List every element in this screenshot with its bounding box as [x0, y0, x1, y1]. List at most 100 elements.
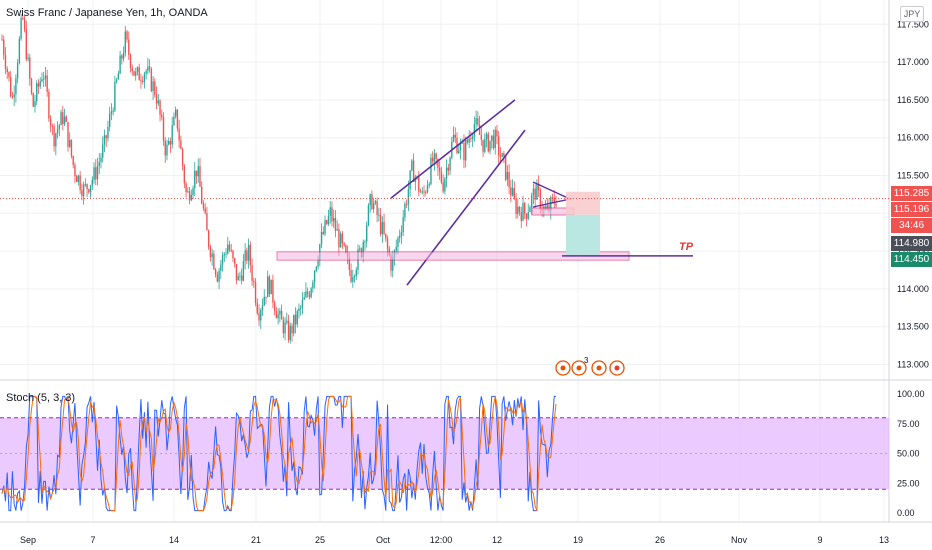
time-axis-label: 12 [492, 535, 502, 545]
candle-body [334, 218, 337, 231]
candle-body [372, 203, 375, 210]
candle-body [466, 140, 469, 143]
candle-body [268, 276, 271, 295]
candle-body [282, 319, 285, 334]
candle-body [511, 188, 514, 196]
stoch-axis-label: 100.00 [897, 389, 925, 399]
candle-body [518, 206, 521, 212]
candle-body [499, 155, 502, 157]
candle-body [313, 270, 316, 283]
candle-body [29, 57, 31, 79]
candle-body [230, 250, 232, 252]
candle-body [114, 81, 116, 111]
candle-body [326, 220, 328, 225]
candle-body [240, 275, 243, 281]
candle-body [261, 305, 264, 311]
candle-body [440, 171, 443, 183]
candle-body [433, 153, 436, 162]
candle-body [468, 138, 470, 143]
candle-body [211, 253, 213, 258]
candle-body [199, 166, 201, 187]
candle-body [503, 153, 505, 157]
candle-body [135, 71, 137, 76]
candle-body [124, 31, 127, 54]
candle-body [273, 302, 276, 312]
candle-body [508, 172, 510, 188]
candle-body [202, 203, 205, 209]
candle-body [339, 233, 342, 248]
candle-body [44, 75, 47, 79]
candle-body [242, 261, 245, 281]
candle-body [129, 54, 132, 69]
candle-body [254, 282, 257, 303]
candle-body [74, 165, 76, 177]
chart-title: Swiss Franc / Japanese Yen, 1h, OANDA [6, 7, 208, 19]
candle-body [169, 141, 172, 145]
candle-body [529, 207, 531, 213]
candle-body [501, 153, 503, 157]
candle-body [70, 139, 73, 156]
candle-body [27, 57, 29, 60]
candle-body [475, 118, 477, 125]
candle-body [272, 279, 274, 303]
candle-body [161, 114, 163, 118]
candle-body [60, 112, 62, 126]
candle-body [56, 129, 59, 134]
candle-body [445, 167, 448, 179]
candle-body [452, 134, 455, 142]
time-axis-label: 25 [315, 535, 325, 545]
candle-body [98, 161, 100, 167]
candle-body [63, 116, 66, 125]
candle-body [37, 83, 40, 87]
price-axis-label: 116.500 [897, 95, 929, 105]
candle-body [34, 101, 36, 107]
candle-body [148, 66, 151, 70]
candle-body [79, 175, 81, 191]
candle-body [492, 135, 495, 148]
price-tag: 114.980 [891, 236, 932, 251]
candle-body [197, 166, 199, 177]
candle-body [546, 205, 549, 210]
candle-body [65, 116, 67, 122]
time-axis-label: 21 [251, 535, 261, 545]
candle-body [117, 73, 120, 80]
candle-body [237, 275, 239, 281]
candle-body [53, 126, 55, 147]
candle-body [82, 184, 85, 197]
candle-body [473, 124, 476, 137]
candle-body [93, 167, 95, 180]
candle-body [367, 205, 370, 226]
candle-body [435, 153, 437, 159]
candle-body [115, 79, 118, 82]
candle-body [348, 256, 351, 271]
candle-body [213, 253, 215, 270]
candle-body [464, 140, 467, 161]
candle-body [154, 81, 156, 95]
candle-body [369, 194, 371, 206]
candle-body [298, 308, 300, 312]
candle-body [428, 183, 430, 186]
time-axis-label: Nov [731, 535, 748, 545]
candle-body [216, 274, 219, 282]
candle-body [155, 94, 158, 104]
candle-body [537, 183, 540, 191]
candle-body [4, 55, 7, 69]
candle-body [442, 182, 444, 192]
candle-body [418, 176, 420, 192]
candle-body [471, 136, 474, 140]
candle-body [187, 191, 189, 193]
time-axis-label: 12:00 [430, 535, 453, 545]
candle-body [379, 214, 382, 234]
candle-body [345, 245, 347, 253]
candle-body [449, 157, 451, 171]
currency-button[interactable]: JPY [900, 6, 924, 22]
candle-body [306, 291, 309, 295]
candle-body [400, 232, 403, 236]
candle-body [143, 73, 146, 82]
candle-body [108, 113, 111, 127]
take-profit-box [566, 214, 600, 255]
candle-body [121, 55, 123, 59]
price-tag: 115.285 [891, 186, 932, 201]
candle-body [91, 179, 94, 186]
